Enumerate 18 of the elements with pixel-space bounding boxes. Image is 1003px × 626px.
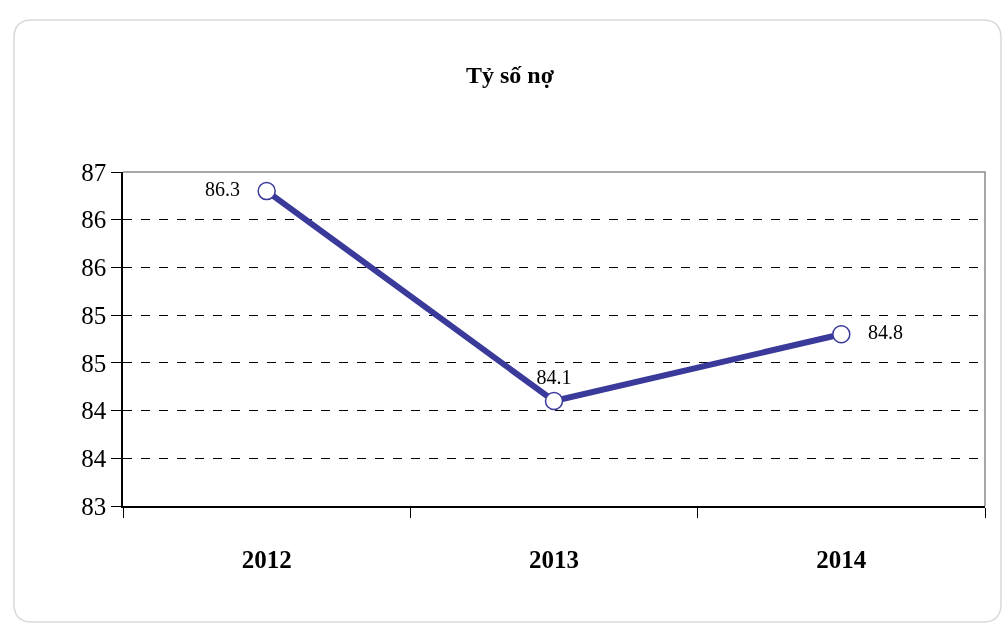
y-tick-label: 86 [81,206,107,234]
data-label: 86.3 [190,178,256,201]
x-tick-label: 2012 [241,545,292,573]
chart-title: Tỷ số nợ [466,62,555,89]
data-label: 84.8 [852,321,918,344]
y-tick-label: 85 [81,301,107,329]
point [257,181,276,201]
y-tick-label: 84 [81,445,107,473]
x-tick-label: 2013 [529,545,579,573]
x-tick-label: 2014 [816,545,867,573]
data-label: 84.1 [536,366,572,389]
y-tick-label: 86 [81,254,107,282]
y-tick-label: 87 [81,158,107,186]
y-tick-label: 84 [81,397,107,425]
point [544,391,564,411]
y-tick-label: 83 [81,492,107,520]
y-tick-label: 85 [81,349,107,377]
point [832,324,851,344]
